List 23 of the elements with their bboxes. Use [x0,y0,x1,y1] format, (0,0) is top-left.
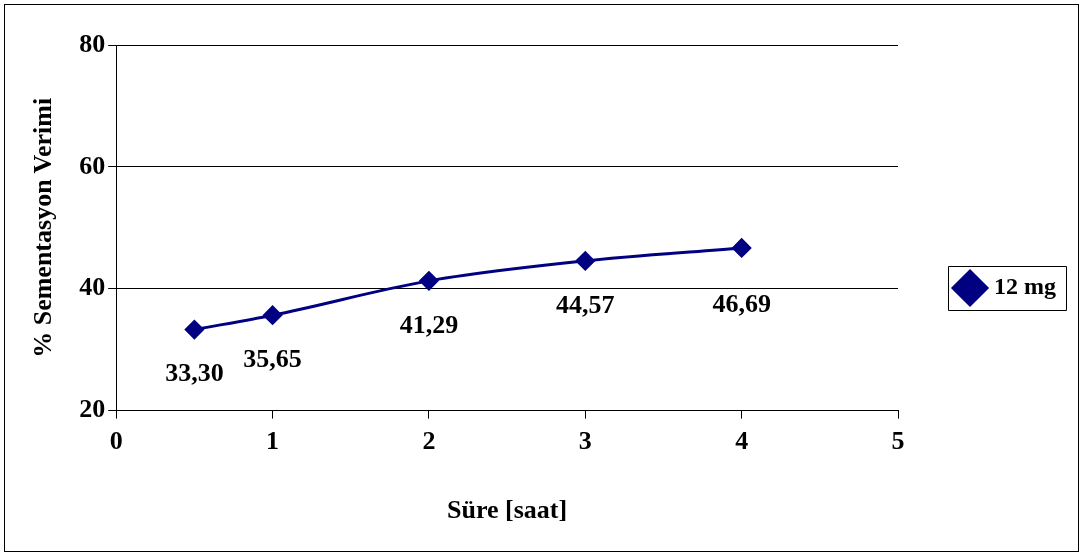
y-axis-title: % Sementasyon Verimi [28,97,58,358]
x-tick-label: 5 [891,425,905,455]
x-tick-label: 0 [109,425,123,455]
y-tick-label: 80 [79,28,106,58]
data-label: 46,69 [712,288,771,318]
data-label: 33,30 [165,358,224,388]
x-axis-title: Süre [saat] [447,495,568,525]
x-tick-label: 2 [422,425,436,455]
data-label: 41,29 [399,309,459,339]
x-tick-label: 3 [578,425,592,455]
point [575,251,595,271]
point [419,271,439,291]
point [732,238,752,258]
y-tick-label: 60 [79,150,106,180]
point [184,320,204,340]
y-tick-label: 40 [79,272,106,302]
x-tick-label: 1 [266,425,280,455]
legend-label: 12 mg [994,273,1057,300]
data-label: 35,65 [243,343,302,373]
point [263,305,283,325]
x-tick-label: 4 [735,425,749,455]
y-tick-label: 20 [79,394,106,424]
data-label: 44,57 [556,289,615,319]
